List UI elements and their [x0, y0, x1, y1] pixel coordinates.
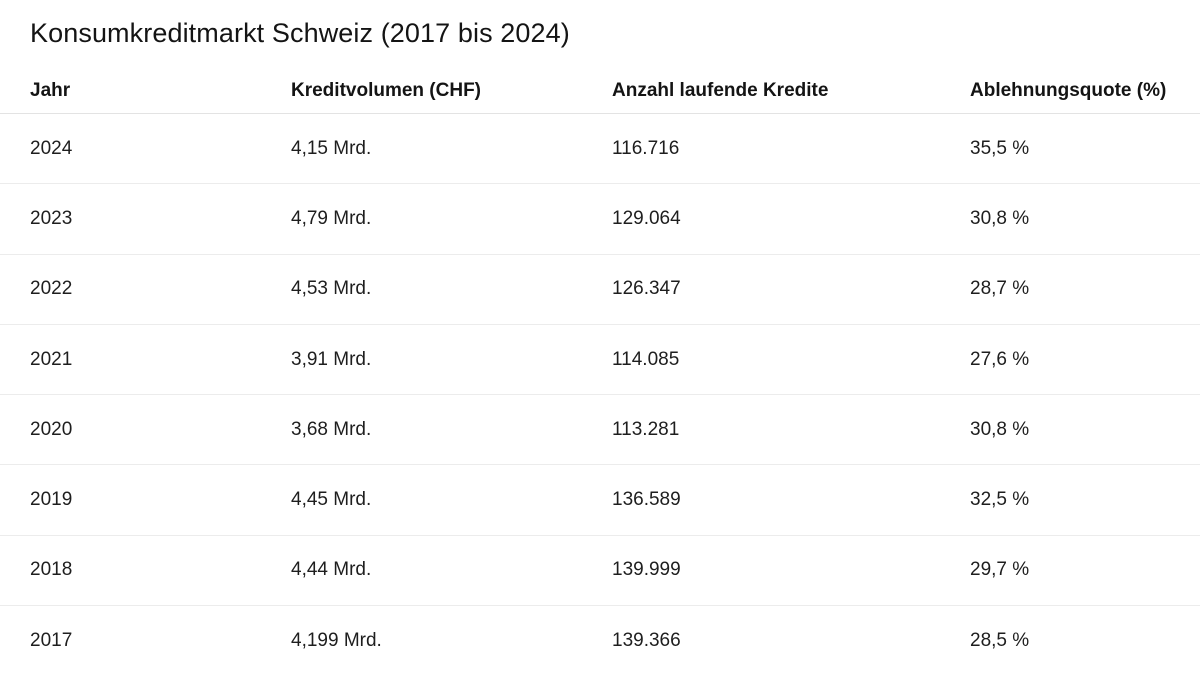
cell-ablehnungsquote: 30,8 % [970, 207, 1030, 229]
page-title: Konsumkreditmarkt Schweiz (2017 bis 2024… [30, 18, 570, 48]
cell-jahr: 2019 [30, 489, 73, 511]
column-header-kreditvolumen: Kreditvolumen (CHF) [291, 79, 481, 101]
cell-anzahl-kredite: 116.716 [612, 137, 680, 159]
table-header-row: Jahr Kreditvolumen (CHF) Anzahl laufende… [0, 68, 1200, 114]
table-row: 2017 4,199 Mrd. 139.366 28,5 % [0, 606, 1200, 676]
cell-kreditvolumen: 4,15 Mrd. [291, 137, 372, 159]
cell-jahr: 2024 [30, 137, 73, 159]
cell-ablehnungsquote: 28,7 % [970, 278, 1030, 300]
data-table: Jahr Kreditvolumen (CHF) Anzahl laufende… [0, 68, 1200, 676]
cell-anzahl-kredite: 113.281 [612, 418, 680, 440]
column-header-jahr: Jahr [30, 79, 71, 101]
table-row: 2023 4,79 Mrd. 129.064 30,8 % [0, 184, 1200, 255]
cell-jahr: 2021 [30, 348, 73, 370]
cell-ablehnungsquote: 35,5 % [970, 137, 1030, 159]
cell-ablehnungsquote: 30,8 % [970, 418, 1030, 440]
cell-kreditvolumen: 4,45 Mrd. [291, 489, 372, 511]
cell-kreditvolumen: 4,199 Mrd. [291, 630, 382, 652]
table-row: 2024 4,15 Mrd. 116.716 35,5 % [0, 114, 1200, 185]
column-header-ablehnungsquote: Ablehnungsquote (%) [970, 79, 1167, 101]
cell-anzahl-kredite: 126.347 [612, 278, 681, 300]
cell-ablehnungsquote: 29,7 % [970, 559, 1030, 581]
cell-jahr: 2017 [30, 630, 73, 652]
cell-ablehnungsquote: 32,5 % [970, 489, 1030, 511]
cell-jahr: 2018 [30, 559, 73, 581]
cell-kreditvolumen: 4,79 Mrd. [291, 207, 372, 229]
table-row: 2020 3,68 Mrd. 113.281 30,8 % [0, 395, 1200, 466]
cell-anzahl-kredite: 136.589 [612, 489, 681, 511]
cell-anzahl-kredite: 139.366 [612, 630, 681, 652]
cell-anzahl-kredite: 114.085 [612, 348, 680, 370]
table-row: 2019 4,45 Mrd. 136.589 32,5 % [0, 465, 1200, 536]
cell-anzahl-kredite: 139.999 [612, 559, 681, 581]
table-row: 2018 4,44 Mrd. 139.999 29,7 % [0, 536, 1200, 607]
cell-jahr: 2020 [30, 418, 73, 440]
cell-jahr: 2023 [30, 207, 73, 229]
cell-kreditvolumen: 3,91 Mrd. [291, 348, 372, 370]
cell-jahr: 2022 [30, 278, 73, 300]
column-header-anzahl-kredite: Anzahl laufende Kredite [612, 79, 829, 101]
cell-anzahl-kredite: 129.064 [612, 207, 681, 229]
cell-ablehnungsquote: 28,5 % [970, 630, 1030, 652]
cell-ablehnungsquote: 27,6 % [970, 348, 1030, 370]
cell-kreditvolumen: 3,68 Mrd. [291, 418, 372, 440]
cell-kreditvolumen: 4,53 Mrd. [291, 278, 372, 300]
cell-kreditvolumen: 4,44 Mrd. [291, 559, 372, 581]
table-row: 2021 3,91 Mrd. 114.085 27,6 % [0, 325, 1200, 396]
table-row: 2022 4,53 Mrd. 126.347 28,7 % [0, 255, 1200, 325]
